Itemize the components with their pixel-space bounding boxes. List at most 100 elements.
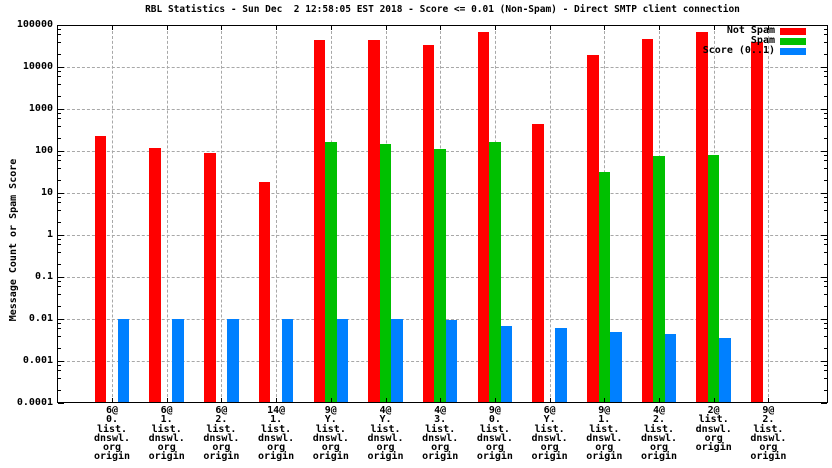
x-tick-label: 4@ Y. list. dnswl. org origin xyxy=(354,405,418,463)
x-tick-label-line: 2@ xyxy=(707,405,720,416)
bar-spam xyxy=(434,149,446,403)
y-major-tick xyxy=(58,67,64,68)
y-minor-tick xyxy=(824,306,827,308)
bar-spam xyxy=(325,142,337,403)
chart-title: RBL Statistics - Sun Dec 2 12:58:05 EST … xyxy=(145,4,740,15)
y-tick-label: 0.001 xyxy=(22,355,53,366)
bar-score-0-1 xyxy=(117,319,130,403)
y-major-tick xyxy=(821,151,827,152)
x-tick xyxy=(112,398,113,402)
x-tick-label-line: list. xyxy=(479,423,510,435)
y-minor-tick xyxy=(824,335,827,337)
y-minor-tick xyxy=(824,286,827,288)
x-tick-label-line: dnswl. xyxy=(93,432,131,444)
y-minor-tick xyxy=(58,167,61,169)
x-tick-label: 6@ 1. list. dnswl. org origin xyxy=(135,405,199,462)
bar-not-spam xyxy=(477,32,490,403)
x-tick-label-line: list. xyxy=(425,423,456,435)
x-tick-label-line: list. xyxy=(151,423,182,435)
y-tick-label: 0.0001 xyxy=(16,397,53,408)
x-tick-label: 6@ Y. list. dnswl. org origin xyxy=(518,405,582,462)
y-minor-tick xyxy=(58,180,61,182)
x-tick xyxy=(713,26,715,30)
x-tick-label-line: 0. xyxy=(488,414,501,426)
x-tick-label-line: origin xyxy=(695,442,732,454)
bar-score-0-1 xyxy=(555,328,567,403)
y-major-tick xyxy=(821,25,827,26)
v-gridline xyxy=(768,26,770,402)
y-major-tick xyxy=(58,361,64,362)
x-tick-label-line: dnswl. xyxy=(148,432,185,444)
y-minor-tick xyxy=(58,155,61,157)
bar-spam xyxy=(379,143,392,403)
y-major-tick xyxy=(821,361,827,362)
y-minor-tick xyxy=(824,251,827,253)
x-tick-label-line: origin xyxy=(476,451,513,463)
y-minor-tick xyxy=(58,34,61,36)
y-minor-tick xyxy=(824,323,827,325)
x-tick-label-line: 1. xyxy=(598,414,611,426)
x-tick-label-line: 9@ xyxy=(762,405,775,416)
x-tick xyxy=(604,398,606,402)
y-minor-tick xyxy=(58,76,61,78)
bar-score-0-1 xyxy=(445,319,458,403)
x-tick-label-line: dnswl. xyxy=(203,432,240,444)
x-tick-label-line: Y. xyxy=(379,414,392,426)
legend-label: Spam xyxy=(750,35,775,46)
y-minor-tick xyxy=(824,293,827,295)
x-tick-label-line: 14@ xyxy=(267,405,286,416)
x-tick-label-line: 4@ xyxy=(379,405,392,416)
y-major-tick xyxy=(821,403,827,404)
legend-swatch xyxy=(780,47,806,55)
x-tick-label-line: dnswl. xyxy=(640,432,678,444)
x-tick-label-line: org xyxy=(157,442,176,454)
x-tick xyxy=(768,26,770,30)
x-tick-label-line: dnswl. xyxy=(422,432,459,444)
y-minor-tick xyxy=(58,113,61,115)
x-tick xyxy=(166,26,168,30)
legend-label: Not Spam xyxy=(726,25,775,36)
x-tick-label-line: origin xyxy=(312,451,349,463)
y-minor-tick xyxy=(824,328,827,330)
x-tick-label-line: 2. xyxy=(652,414,666,426)
x-tick xyxy=(276,26,278,30)
x-tick-label-line: 9@ xyxy=(598,405,611,416)
x-tick-label-line: dnswl. xyxy=(367,432,404,444)
y-minor-tick xyxy=(58,251,61,253)
x-tick-label-line: dnswl. xyxy=(750,432,787,444)
y-minor-tick xyxy=(824,370,827,372)
x-tick xyxy=(659,398,660,402)
x-tick-label-line: 6@ xyxy=(543,405,556,416)
y-minor-tick xyxy=(824,96,827,98)
bar-not-spam xyxy=(149,147,161,403)
x-tick-label-line: dnswl. xyxy=(312,432,349,444)
x-tick-label-line: org xyxy=(595,442,614,454)
y-minor-tick xyxy=(824,83,827,85)
x-tick-label: 2@ list. dnswl. org origin xyxy=(682,405,746,454)
legend-item-score-0-1: Score (0..1) xyxy=(703,46,806,56)
legend-swatch xyxy=(780,37,806,45)
y-minor-tick xyxy=(58,335,61,337)
y-major-tick xyxy=(821,67,827,68)
bar-spam xyxy=(707,155,720,403)
bar-not-spam xyxy=(641,39,654,403)
x-tick-label-line: origin xyxy=(367,451,404,463)
bar-spam xyxy=(489,142,501,403)
bar-not-spam xyxy=(204,153,216,403)
x-tick-label-line: org xyxy=(267,442,286,454)
x-tick-label-line: dnswl. xyxy=(258,432,295,444)
y-minor-tick xyxy=(58,244,61,246)
y-major-tick xyxy=(58,235,64,236)
y-minor-tick xyxy=(58,138,61,140)
x-tick-label-line: list. xyxy=(753,423,784,435)
y-minor-tick xyxy=(58,328,61,330)
y-minor-tick xyxy=(58,54,61,56)
x-tick-label: 14@ 1. list. dnswl. org origin xyxy=(244,405,308,462)
y-minor-tick xyxy=(824,155,827,157)
bar-score-0-1 xyxy=(719,338,731,403)
x-tick-label: 9@ 0. list. dnswl. org origin xyxy=(463,405,527,463)
y-tick-label: 1 xyxy=(46,229,53,240)
y-minor-tick xyxy=(58,118,61,120)
y-tick-label: 0.01 xyxy=(28,313,53,324)
y-minor-tick xyxy=(58,197,61,199)
